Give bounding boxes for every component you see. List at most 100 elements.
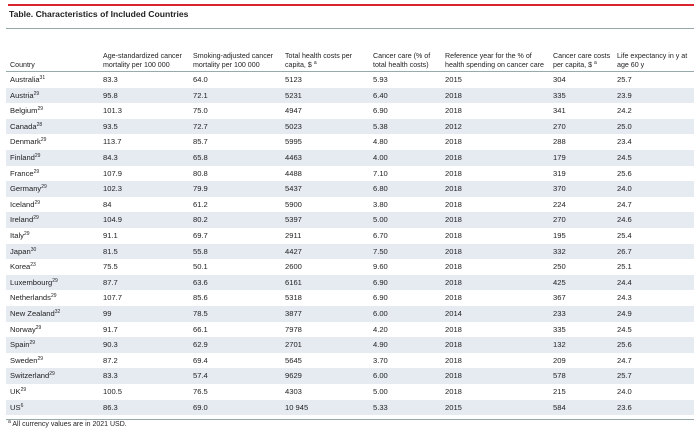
value-cell: 24.2	[617, 106, 632, 116]
country-name: Belgium	[10, 106, 38, 116]
value-cell: 24.5	[617, 324, 632, 334]
value-cell: 66.1	[193, 324, 208, 334]
country-name: Norway	[10, 324, 36, 334]
value-cell: 6.70	[373, 231, 388, 240]
header-text: Total health costs per capita, $	[285, 52, 353, 69]
value-cell: 99	[103, 309, 112, 318]
value-cell: 304	[553, 75, 566, 84]
reference: 29	[40, 137, 47, 144]
country-cell: Iceland29	[10, 197, 40, 213]
value-cell: 4303	[285, 387, 302, 396]
value-cell: 209	[553, 355, 566, 365]
value-cell: 100.5	[103, 387, 123, 396]
value-cell: 5645	[285, 355, 302, 365]
table-row: US6 86.3 69.0 10 945 5.33 2015 584 23.6	[6, 399, 694, 416]
value-cell: 24.7	[617, 199, 632, 209]
value-cell: 25.7	[617, 371, 632, 381]
country-cell: Italy29	[10, 228, 30, 244]
country-name: Australia	[10, 75, 40, 84]
reference: 6	[20, 402, 24, 409]
value-cell: 113.7	[103, 137, 122, 147]
value-cell: 50.1	[193, 262, 208, 272]
reference: 29	[33, 215, 39, 222]
value-cell: 24.7	[617, 355, 632, 365]
reference: 29	[37, 106, 43, 113]
value-cell: 584	[553, 402, 566, 412]
header-cell: Life expectancy in y at age 60 y	[617, 52, 689, 69]
reference: 29	[35, 324, 42, 331]
value-cell: 270	[553, 121, 566, 131]
country-name: US	[10, 402, 21, 412]
country-cell: Japan30	[10, 244, 36, 260]
value-cell: 83.3	[103, 371, 118, 381]
value-cell: 5123	[285, 75, 302, 84]
value-cell: 7.10	[373, 168, 388, 178]
table-row: Denmark29 113.7 85.7 5995 4.80 2018 288 23.4	[6, 134, 694, 150]
value-cell: 23.9	[617, 90, 632, 100]
header-cell: Reference year for the % of health spend…	[445, 52, 545, 69]
value-cell: 69.4	[193, 355, 208, 365]
value-cell: 250	[553, 262, 566, 272]
value-cell: 2018	[445, 340, 462, 350]
table-row: UK29 100.5 76.5 4303 5.00 2018 215 24.0	[6, 384, 694, 400]
table-row: Ireland29 104.9 80.2 5397 5.00 2018 270 24.6	[6, 212, 694, 228]
value-cell: 2014	[445, 309, 462, 318]
reference: 29	[20, 387, 27, 393]
reference: 29	[23, 231, 30, 237]
value-cell: 61.2	[193, 199, 208, 209]
value-cell: 65.8	[193, 153, 208, 162]
value-cell: 80.2	[193, 215, 208, 225]
value-cell: 24.4	[617, 277, 632, 287]
country-cell: Australia31	[10, 72, 45, 88]
value-cell: 5318	[285, 293, 302, 303]
value-cell: 23.6	[617, 402, 632, 412]
value-cell: 335	[553, 324, 566, 334]
value-cell: 5900	[285, 199, 302, 209]
value-cell: 233	[553, 309, 566, 318]
table-row: Belgium29 101.3 75.0 4947 6.90 2018 341 24.2	[6, 103, 694, 119]
value-cell: 270	[553, 215, 566, 225]
country-cell: New Zealand32	[10, 306, 60, 322]
value-cell: 5023	[285, 121, 302, 131]
reference: 28	[36, 121, 43, 128]
value-cell: 62.9	[193, 340, 208, 350]
country-name: Denmark	[10, 137, 41, 147]
value-cell: 102.3	[103, 184, 123, 194]
value-cell: 2018	[445, 215, 462, 225]
value-cell: 2015	[445, 402, 462, 412]
country-name: Netherlands	[10, 293, 51, 303]
footnote: a All currency values are in 2021 USD.	[8, 420, 127, 429]
country-name: Spain	[10, 340, 30, 350]
value-cell: 24.5	[617, 153, 632, 162]
value-cell: 25.6	[617, 340, 632, 350]
value-cell: 90.3	[103, 340, 118, 350]
value-cell: 25.1	[617, 262, 632, 272]
value-cell: 76.5	[193, 387, 208, 396]
value-cell: 25.6	[617, 168, 632, 178]
value-cell: 6.90	[373, 293, 388, 303]
value-cell: 215	[553, 387, 566, 396]
value-cell: 84.3	[103, 153, 118, 162]
value-cell: 2911	[285, 231, 302, 240]
reference: 29	[34, 153, 41, 159]
value-cell: 107.9	[103, 168, 123, 178]
value-cell: 578	[553, 371, 566, 381]
value-cell: 69.0	[193, 402, 208, 412]
value-cell: 179	[553, 153, 566, 162]
value-cell: 4.20	[373, 324, 388, 334]
value-cell: 87.2	[103, 355, 118, 365]
value-cell: 72.7	[193, 121, 208, 131]
country-name: Iceland	[10, 199, 35, 209]
value-cell: 91.7	[103, 324, 118, 334]
reference: 29	[29, 340, 35, 347]
header-cell: Age-standardized cancer mortality per 10…	[103, 52, 183, 69]
value-cell: 85.7	[193, 137, 208, 147]
value-cell: 75.0	[193, 106, 208, 116]
country-cell: Finland29	[10, 150, 40, 166]
value-cell: 2018	[445, 137, 462, 147]
country-cell: Netherlands29	[10, 290, 57, 306]
value-cell: 5231	[285, 90, 302, 100]
table-row: Finland29 84.3 65.8 4463 4.00 2018 179 24.5	[6, 150, 694, 166]
value-cell: 91.1	[103, 231, 118, 240]
